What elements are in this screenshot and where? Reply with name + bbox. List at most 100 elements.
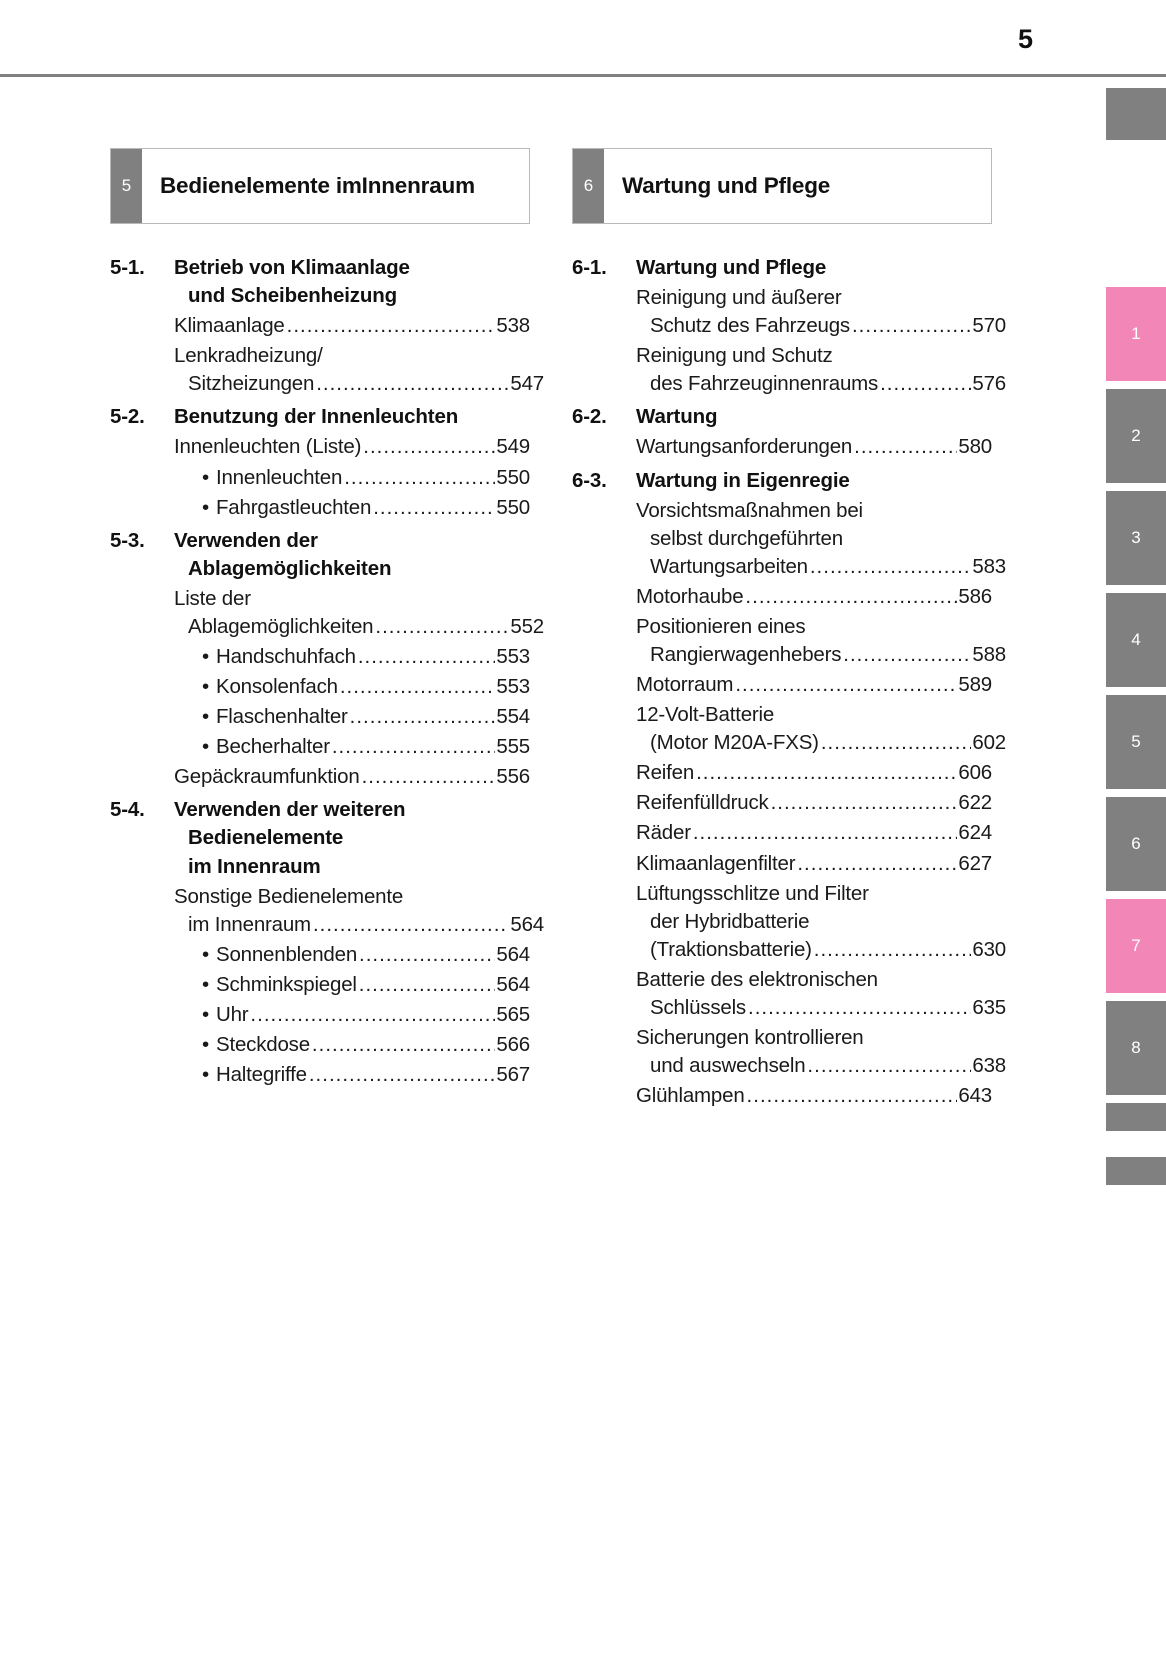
toc-section-number: 5-1. (110, 256, 145, 279)
toc-entry[interactable]: Vorsichtsmaßnahmen bei selbst durchgeführ… (636, 497, 1006, 581)
toc-page-number[interactable]: 580 (958, 435, 992, 459)
toc-entry-line: (Motor M20A-FXS) 602 (636, 729, 1006, 757)
toc-section-heading[interactable]: 5-3. Verwenden der Ablagemöglichkeiten (110, 527, 530, 583)
toc-page-number[interactable]: 567 (496, 1063, 530, 1087)
thumb-index-tab-2[interactable]: 2 (1106, 389, 1166, 483)
thumb-index-block-9[interactable] (1106, 1103, 1166, 1131)
toc-entry[interactable]: •Sonnenblenden 564 (174, 941, 530, 969)
toc-entry[interactable]: Batterie des elektronischen Schlüssels 635 (636, 966, 1006, 1022)
toc-entry[interactable]: Gepäckraumfunktion 556 (174, 763, 530, 791)
toc-entry[interactable]: Motorraum 589 (636, 671, 992, 699)
toc-page-number[interactable]: 556 (496, 765, 530, 789)
toc-page-number[interactable]: 538 (496, 314, 530, 338)
toc-page-number[interactable]: 583 (972, 554, 1006, 578)
toc-page-number[interactable]: 602 (972, 731, 1006, 755)
toc-page-number[interactable]: 564 (496, 942, 530, 966)
toc-section-title: Benutzung der Innenleuchten (174, 405, 459, 429)
thumb-index-tab-8[interactable]: 8 (1106, 1001, 1166, 1095)
toc-page-number[interactable]: 622 (958, 791, 992, 815)
toc-entry[interactable]: •Haltegriffe 567 (174, 1061, 530, 1089)
toc-page-number[interactable]: 552 (510, 614, 544, 638)
toc-entry[interactable]: Reinigung und Schutz des Fahrzeuginnenrau… (636, 342, 1006, 398)
toc-page-number[interactable]: 589 (958, 673, 992, 697)
toc-entry[interactable]: •Fahrgastleuchten 550 (174, 494, 530, 522)
toc-entry[interactable]: Reifenfülldruck 622 (636, 789, 992, 817)
toc-page-number[interactable]: 547 (510, 372, 544, 396)
toc-page-number[interactable]: 550 (496, 495, 530, 519)
toc-entry[interactable]: Sonstige Bedienelemente im Innenraum 564 (174, 883, 544, 939)
toc-entry[interactable]: Wartungsanforderungen 580 (636, 433, 992, 461)
toc-page-number[interactable]: 553 (496, 645, 530, 669)
toc-section-heading[interactable]: 6-3. Wartung in Eigenregie (572, 467, 992, 495)
thumb-index-block-0[interactable] (1106, 88, 1166, 140)
toc-entry-line: 12-Volt-Batterie (636, 701, 992, 729)
toc-entry-line: Gepäckraumfunktion 556 (174, 763, 530, 791)
toc-entry-text: Klimaanlage (174, 314, 285, 338)
toc-leader-dots (696, 759, 957, 787)
toc-entry[interactable]: •Uhr 565 (174, 1001, 530, 1029)
thumb-index-tab-6[interactable]: 6 (1106, 797, 1166, 891)
toc-entry[interactable]: •Steckdose 566 (174, 1031, 530, 1059)
toc-page-number[interactable]: 564 (510, 912, 544, 936)
toc-entry-line: Innenleuchten (Liste) 549 (174, 433, 530, 461)
toc-page-number[interactable]: 638 (972, 1054, 1006, 1078)
toc-entry-line: (Traktionsbatterie) 630 (636, 936, 1006, 964)
toc-section-heading[interactable]: 5-2. Benutzung der Innenleuchten (110, 403, 530, 431)
toc-entry[interactable]: Glühlampen 643 (636, 1082, 992, 1110)
toc-page-number[interactable]: 566 (496, 1033, 530, 1057)
toc-section-heading[interactable]: 5-1. Betrieb von Klimaanlage und Scheibenh… (110, 254, 530, 310)
toc-entry[interactable]: Sicherungen kontrollieren und auswechseln… (636, 1024, 1006, 1080)
toc-page-number[interactable]: 555 (496, 735, 530, 759)
toc-leader-dots (250, 1001, 495, 1029)
toc-page-number[interactable]: 588 (972, 643, 1006, 667)
toc-page-number[interactable]: 627 (958, 851, 992, 875)
toc-page-number[interactable]: 549 (496, 435, 530, 459)
toc-section-number: 5-4. (110, 798, 145, 822)
toc-section-heading[interactable]: 6-1. Wartung und Pflege (572, 254, 992, 282)
thumb-index-tab-4[interactable]: 4 (1106, 593, 1166, 687)
toc-leader-dots (814, 936, 972, 964)
toc-entry[interactable]: 12-Volt-Batterie (Motor M20A-FXS) 602 (636, 701, 1006, 757)
toc-entry[interactable]: Klimaanlagenfilter 627 (636, 850, 992, 878)
toc-entry[interactable]: Positionieren eines Rangierwagenhebers 588 (636, 613, 1006, 669)
toc-page-number[interactable]: 635 (972, 995, 1006, 1019)
thumb-index-block-10[interactable] (1106, 1157, 1166, 1185)
toc-entry[interactable]: Räder 624 (636, 819, 992, 847)
toc-page-number[interactable]: 643 (958, 1084, 992, 1108)
toc-page-number[interactable]: 553 (496, 675, 530, 699)
toc-entry[interactable]: Klimaanlage 538 (174, 312, 530, 340)
toc-page-number[interactable]: 554 (496, 705, 530, 729)
toc-entry[interactable]: •Handschuhfach 553 (174, 643, 530, 671)
toc-entry-text: der Hybridbatterie (650, 909, 810, 933)
toc-entry[interactable]: Lüftungsschlitze und Filter der Hybridbat… (636, 880, 1006, 964)
toc-entry[interactable]: •Schminkspiegel 564 (174, 971, 530, 999)
toc-entry[interactable]: Reinigung und äußerer Schutz des Fahrzeug… (636, 284, 1006, 340)
toc-entry[interactable]: Liste der Ablagemöglichkeiten 552 (174, 585, 544, 641)
toc-entry[interactable]: Lenkradheizung/Sitzheizungen 547 (174, 342, 544, 398)
toc-page-number[interactable]: 586 (958, 584, 992, 608)
toc-entry[interactable]: •Innenleuchten 550 (174, 464, 530, 492)
thumb-index-tab-1[interactable]: 1 (1106, 287, 1166, 381)
toc-page-number[interactable]: 606 (958, 761, 992, 785)
toc-page-number[interactable]: 630 (972, 937, 1006, 961)
toc-entry[interactable]: Innenleuchten (Liste) 549 (174, 433, 530, 461)
toc-page-number[interactable]: 564 (496, 972, 530, 996)
thumb-index-tab-5[interactable]: 5 (1106, 695, 1166, 789)
toc-entry[interactable]: •Konsolenfach 553 (174, 673, 530, 701)
toc-entry[interactable]: Motorhaube 586 (636, 583, 992, 611)
toc-section: 5-3. Verwenden der Ablagemöglichkeiten List… (110, 527, 544, 792)
toc-page-number[interactable]: 550 (496, 465, 530, 489)
toc-section-heading[interactable]: 6-2. Wartung (572, 403, 992, 431)
toc-entry[interactable]: •Becherhalter 555 (174, 733, 530, 761)
toc-leader-dots (880, 370, 971, 398)
toc-entry[interactable]: •Flaschenhalter 554 (174, 703, 530, 731)
thumb-index-tab-3[interactable]: 3 (1106, 491, 1166, 585)
toc-page-number[interactable]: 570 (972, 314, 1006, 338)
toc-page-number[interactable]: 565 (496, 1002, 530, 1026)
toc-page-number[interactable]: 624 (958, 821, 992, 845)
toc-entry-line: Räder 624 (636, 819, 992, 847)
toc-page-number[interactable]: 576 (972, 372, 1006, 396)
toc-entry[interactable]: Reifen 606 (636, 759, 992, 787)
thumb-index-tab-7[interactable]: 7 (1106, 899, 1166, 993)
toc-section-heading[interactable]: 5-4. Verwenden der weiteren Bedienelemente… (110, 796, 530, 880)
